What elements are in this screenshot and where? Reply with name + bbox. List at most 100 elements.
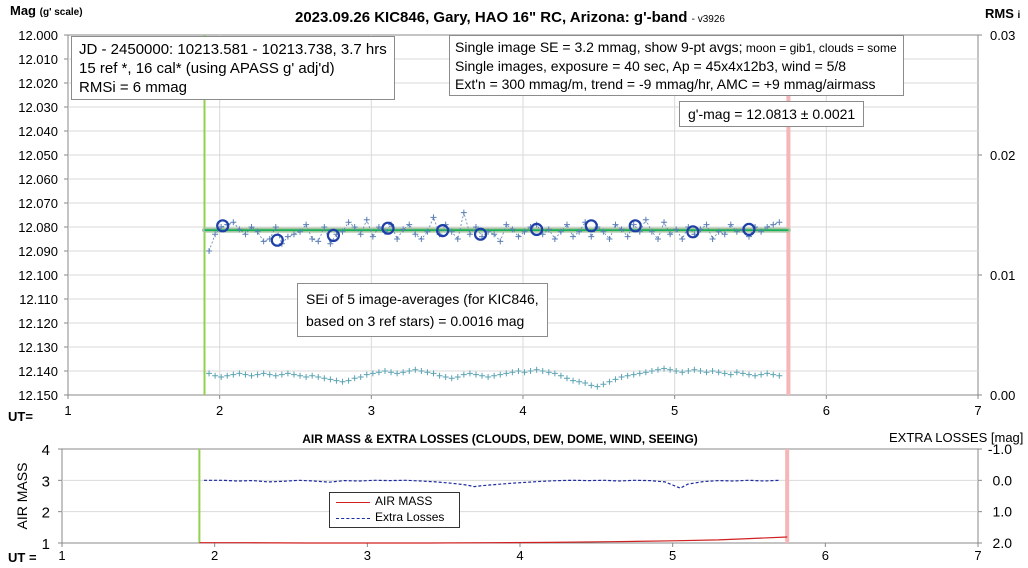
lower-y-tick-labels: 1 2 3 4 bbox=[42, 442, 50, 553]
magnitude-point bbox=[600, 228, 607, 235]
magnitude-point bbox=[515, 233, 522, 240]
rms-point bbox=[497, 371, 504, 378]
rms-point bbox=[266, 371, 273, 378]
rms-point bbox=[303, 374, 310, 380]
lower-y-tick-label: 2 bbox=[42, 505, 50, 522]
rms-point bbox=[375, 369, 382, 376]
average-point bbox=[584, 219, 598, 233]
rms-point bbox=[448, 375, 455, 382]
magnitude-point bbox=[363, 216, 370, 223]
upper-x-axis-title: UT= bbox=[8, 409, 33, 424]
rms-point bbox=[576, 378, 583, 385]
rms-point bbox=[606, 378, 613, 385]
magnitude-point bbox=[654, 236, 661, 242]
rms-point bbox=[454, 374, 461, 380]
rms-point bbox=[327, 376, 334, 383]
chart-title-version: - v3926 bbox=[691, 14, 725, 25]
rms-point bbox=[527, 368, 534, 374]
magnitude-point bbox=[430, 214, 437, 221]
rms-point bbox=[460, 371, 467, 378]
magnitude-point bbox=[460, 209, 467, 216]
rms-point bbox=[624, 372, 631, 379]
magnitude-point bbox=[503, 221, 510, 228]
upper-x-tick-label: 4 bbox=[519, 403, 526, 418]
rms-point bbox=[491, 372, 498, 379]
magnitude-point bbox=[472, 224, 479, 230]
upper-y-tick-label: 12.100 bbox=[18, 268, 58, 283]
magnitude-point bbox=[497, 238, 504, 245]
upper-y-tick-label: 12.040 bbox=[18, 124, 58, 139]
lower-y2-tick-label: 1.0 bbox=[993, 504, 1013, 520]
magnitude-point bbox=[673, 226, 680, 233]
se-line-note: moon = gib1, clouds = some bbox=[742, 41, 897, 55]
upper-y2-tick-label: 0.03 bbox=[990, 28, 1015, 43]
rms-point bbox=[442, 374, 449, 380]
upper-y-tick-label: 12.050 bbox=[18, 148, 58, 163]
magnitude-point bbox=[551, 236, 558, 242]
chart-title: 2023.09.26 KIC846, Gary, HAO 16" RC, Ari… bbox=[150, 9, 870, 26]
magnitude-series-line bbox=[208, 212, 780, 252]
y-axis-title-main: Mag bbox=[10, 3, 36, 18]
rms-point bbox=[503, 370, 510, 377]
upper-x-tick-label: 5 bbox=[671, 403, 678, 418]
extra-losses-line bbox=[204, 479, 780, 489]
magnitude-point bbox=[563, 221, 570, 228]
upper-y-tick-label: 12.070 bbox=[18, 196, 58, 211]
rms-point bbox=[321, 375, 328, 382]
upper-y-tick-label: 12.030 bbox=[18, 100, 58, 115]
rms-point bbox=[297, 372, 304, 379]
rms-point bbox=[521, 369, 528, 376]
rms-point bbox=[388, 369, 395, 376]
magnitude-point bbox=[588, 233, 595, 240]
rms-point bbox=[466, 370, 473, 377]
lower-x-tick-label: 6 bbox=[822, 548, 829, 563]
jd-line: JD - 2450000: 10213.581 - 10213.738, 3.7… bbox=[79, 41, 387, 58]
lower-x-axis-title: UT = bbox=[8, 550, 37, 565]
sei-line-1: SEi of 5 image-averages (for KIC846, bbox=[306, 291, 539, 307]
rms-point bbox=[351, 375, 358, 382]
magnitude-point bbox=[248, 224, 255, 230]
upper-y-tick-label: 12.130 bbox=[18, 340, 58, 355]
magnitude-point bbox=[764, 224, 771, 230]
lower-x-tick-label: 5 bbox=[669, 548, 676, 563]
average-point bbox=[436, 224, 450, 238]
magnitude-point bbox=[345, 219, 352, 226]
rms-point bbox=[515, 368, 522, 374]
magnitude-point bbox=[667, 231, 674, 238]
rms-point bbox=[594, 383, 601, 390]
magnitude-point bbox=[424, 228, 431, 235]
upper-y-tick-label: 12.120 bbox=[18, 316, 58, 331]
lower-data-marks bbox=[198, 449, 790, 544]
rms-point bbox=[418, 368, 425, 374]
rms-point bbox=[284, 370, 291, 377]
average-point bbox=[686, 225, 700, 239]
rmsi-line: RMSi = 6 mmag bbox=[79, 79, 187, 96]
lower-y2-tick-labels: -1.0 0.0 1.0 2.0 bbox=[988, 441, 1012, 551]
rms-point bbox=[381, 368, 388, 374]
se-line-main: Single image SE = 3.2 mmag, show 9-pt av… bbox=[455, 39, 743, 55]
average-point bbox=[326, 228, 341, 242]
rms-point bbox=[400, 369, 407, 376]
rms-point bbox=[369, 370, 376, 377]
magnitude-point bbox=[618, 226, 625, 233]
rms-point bbox=[630, 371, 637, 378]
upper-y-tick-label: 12.150 bbox=[18, 388, 58, 403]
exposure-line: Single images, exposure = 40 sec, Ap = 4… bbox=[455, 58, 847, 74]
rms-point bbox=[254, 371, 261, 378]
lower-x-tick-label: 1 bbox=[58, 548, 65, 563]
average-point bbox=[473, 227, 488, 241]
magnitude-point bbox=[642, 216, 649, 223]
lower-x-tick-labels: 1 2 3 4 5 6 7 bbox=[58, 548, 981, 563]
rms-point bbox=[588, 382, 595, 389]
upper-x-tick-label: 1 bbox=[64, 403, 71, 418]
sei-box: SEi of 5 image-averages (for KIC846, bas… bbox=[297, 283, 548, 337]
upper-y-tick-labels: 12.000 12.010 12.020 12.030 12.040 12.050 12.0… bbox=[18, 28, 58, 403]
magnitude-point bbox=[491, 231, 498, 238]
magnitude-point bbox=[448, 228, 455, 235]
y-axis-title: Mag (g' scale) bbox=[10, 3, 83, 18]
magnitude-point bbox=[715, 228, 722, 235]
rms-point bbox=[345, 377, 352, 384]
legend-losses-label: Extra Losses bbox=[375, 510, 445, 524]
magnitude-point bbox=[284, 233, 291, 240]
magnitude-point bbox=[375, 224, 382, 230]
